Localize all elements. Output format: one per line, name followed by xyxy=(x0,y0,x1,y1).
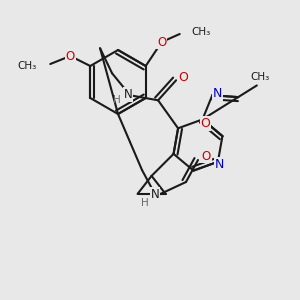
Text: H: H xyxy=(113,95,121,105)
Text: N: N xyxy=(213,87,222,100)
Text: CH₃: CH₃ xyxy=(250,72,269,82)
Text: N: N xyxy=(215,158,225,171)
Text: CH₃: CH₃ xyxy=(192,27,211,37)
Text: N: N xyxy=(124,88,133,101)
Text: H: H xyxy=(141,198,149,208)
Text: O: O xyxy=(157,35,166,49)
Text: O: O xyxy=(201,117,211,130)
Text: O: O xyxy=(178,71,188,84)
Text: O: O xyxy=(66,50,75,62)
Text: O: O xyxy=(201,149,211,163)
Text: CH₃: CH₃ xyxy=(17,61,36,71)
Text: N: N xyxy=(151,188,159,200)
